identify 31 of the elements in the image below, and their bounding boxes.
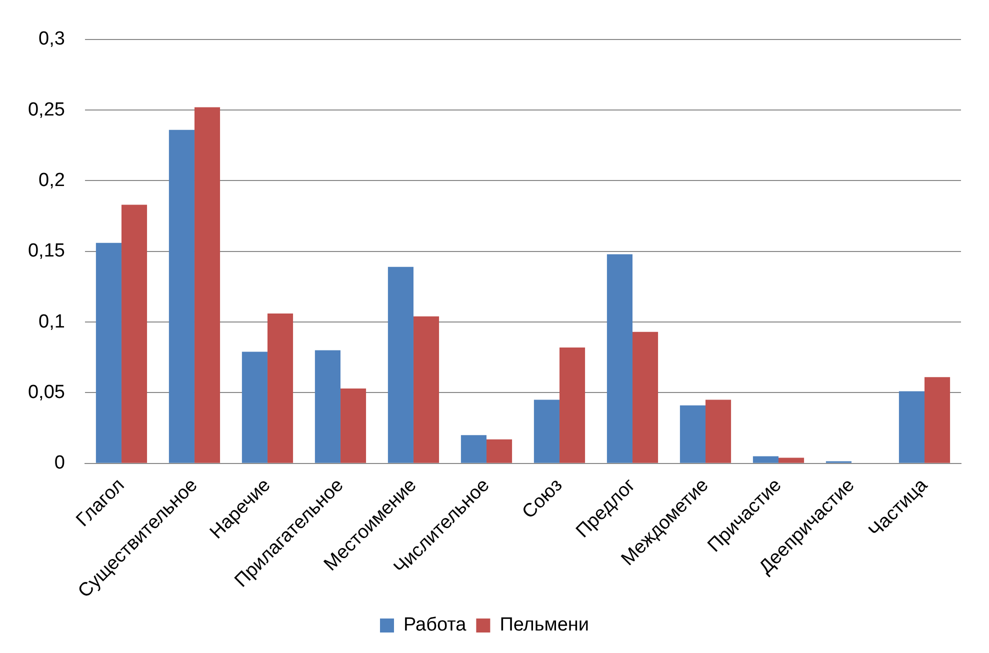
y-tick-label: 0,05	[28, 382, 65, 403]
y-tick-label: 0,3	[38, 28, 65, 50]
bar	[778, 458, 804, 463]
bar	[388, 266, 414, 463]
legend-label: Работа	[403, 614, 467, 636]
bar	[534, 400, 560, 463]
legend-label: Пельмени	[500, 614, 590, 636]
bar	[559, 347, 586, 463]
bar	[340, 388, 366, 463]
bar	[121, 204, 148, 463]
y-tick-label: 0,25	[28, 99, 65, 120]
bar	[267, 314, 294, 463]
bar	[606, 254, 632, 463]
bar	[96, 242, 122, 463]
bar	[413, 316, 440, 463]
bar	[752, 456, 778, 463]
y-tick-label: 0,1	[38, 311, 65, 332]
bar	[486, 439, 512, 463]
y-tick-label: 0,2	[38, 170, 65, 191]
bar	[242, 352, 268, 463]
bar	[314, 350, 340, 463]
bar	[460, 435, 486, 463]
y-tick-label: 0	[54, 452, 65, 474]
y-tick-label: 0,15	[28, 240, 65, 262]
bar	[680, 405, 706, 463]
bar	[924, 377, 950, 463]
bar	[705, 400, 732, 463]
bar	[194, 107, 220, 463]
bar	[632, 332, 658, 463]
bar	[898, 391, 924, 463]
bar	[168, 130, 194, 463]
